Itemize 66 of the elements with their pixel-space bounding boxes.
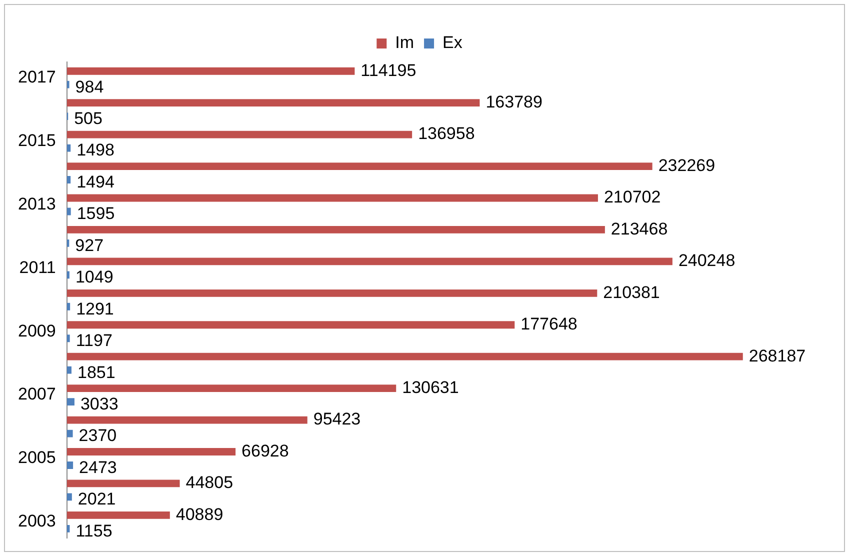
data-label: 927 — [75, 236, 104, 255]
data-label: 177648 — [520, 314, 578, 334]
bar — [66, 448, 236, 456]
bar — [66, 416, 308, 424]
y-tick-label: 2011 — [19, 258, 56, 277]
bar — [66, 302, 70, 310]
y-tick-label: 2017 — [18, 68, 56, 87]
bar — [66, 130, 412, 138]
data-label: 130631 — [402, 378, 459, 398]
bar — [66, 271, 70, 279]
bar — [66, 462, 74, 469]
bar — [66, 430, 73, 438]
data-label: 163789 — [486, 92, 542, 112]
bar — [66, 67, 355, 75]
data-label: 210702 — [604, 188, 661, 207]
data-label: 1049 — [75, 268, 114, 287]
data-label: 3033 — [80, 394, 118, 414]
y-tick-label: 2013 — [18, 194, 56, 214]
bar — [66, 289, 598, 297]
data-label: 1155 — [76, 521, 112, 540]
data-label: 2021 — [78, 490, 116, 509]
bar — [66, 194, 598, 202]
data-label: 232269 — [658, 156, 716, 175]
y-tick-label: 2007 — [18, 384, 56, 404]
bar — [66, 99, 480, 107]
y-tick-label: 2015 — [18, 130, 56, 150]
data-label: 2370 — [78, 426, 117, 446]
bar — [66, 258, 672, 266]
data-label: 213468 — [610, 219, 668, 238]
data-label: 1291 — [76, 299, 114, 318]
data-label: 136958 — [418, 124, 475, 144]
y-tick-label: 2005 — [18, 448, 56, 468]
y-tick-label: 2009 — [18, 321, 56, 340]
bar — [66, 493, 72, 501]
data-label: 66928 — [242, 441, 289, 460]
bar — [66, 208, 71, 216]
bar — [66, 176, 71, 184]
bar — [66, 480, 180, 488]
data-label: 44805 — [186, 473, 234, 492]
data-label: 505 — [74, 109, 102, 128]
data-label: 114195 — [360, 60, 416, 80]
data-label: 40889 — [176, 504, 224, 524]
y-tick-label: 2003 — [18, 512, 56, 531]
data-label: 1197 — [76, 331, 112, 350]
data-label: 95423 — [313, 410, 361, 429]
data-label: 210381 — [603, 282, 660, 302]
bar — [66, 398, 74, 406]
data-label: 984 — [75, 77, 104, 96]
data-label: 2473 — [79, 458, 117, 477]
bar — [66, 511, 170, 519]
data-label: 1851 — [77, 362, 116, 382]
data-label: 1595 — [76, 204, 115, 224]
bar — [66, 162, 652, 170]
bar — [66, 384, 396, 392]
bar — [66, 80, 70, 88]
legend-label: Im — [395, 33, 414, 52]
bar — [66, 366, 72, 374]
bar — [66, 321, 515, 329]
legend-label: Ex — [442, 33, 463, 52]
data-label: 1494 — [76, 172, 114, 192]
data-label: 268187 — [748, 346, 806, 366]
data-label: 1498 — [76, 140, 114, 160]
data-label: 240248 — [678, 251, 736, 270]
bar — [66, 334, 70, 342]
bar — [66, 226, 605, 234]
bar — [66, 352, 743, 360]
